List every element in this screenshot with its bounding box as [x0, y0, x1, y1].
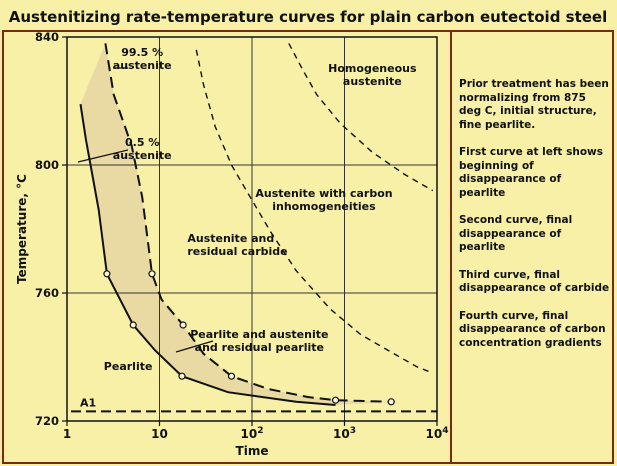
note-prior-treatment: Prior treatment has been normalizing fro… — [459, 78, 609, 131]
annotation-label: 0.5 % austenite — [113, 136, 172, 162]
note-fourth-curve: Fourth curve, final disappearance of car… — [459, 309, 606, 349]
annotation-label: Homogeneous austenite — [328, 62, 417, 88]
annotation-label: Pearlite — [104, 360, 153, 373]
data-point-marker — [148, 270, 156, 278]
y-tick-label: 720 — [35, 414, 59, 428]
x-axis-label: Time — [236, 444, 269, 458]
notes-panel: Prior treatment has been normalizing fro… — [459, 78, 611, 364]
leader-line-pearlite-austenite — [175, 340, 214, 353]
a1-label: A1 — [80, 396, 96, 409]
data-point-marker — [331, 396, 340, 404]
x-tick-label: 104 — [426, 426, 449, 441]
annotation-label: Pearlite and austenite and residual pearl… — [190, 328, 328, 354]
y-axis-label: Temperature, °C — [15, 174, 29, 284]
y-tick-label: 840 — [35, 30, 59, 44]
data-point-marker — [103, 270, 111, 278]
curve-4 — [288, 43, 434, 192]
note-second-curve: Second curve, final disappearance of pea… — [459, 214, 573, 253]
annotation-label: 99.5 % austenite — [113, 46, 172, 72]
annotation-label: Austenite and residual carbide — [187, 232, 287, 258]
y-tick-label: 760 — [35, 286, 59, 300]
chart-title: Austenitizing rate-temperature curves fo… — [9, 8, 608, 26]
data-point-marker — [129, 321, 137, 329]
curve-1 — [79, 104, 336, 406]
data-point-marker — [387, 398, 395, 406]
annotation-label: Austenite with carbon inhomogeneities — [255, 187, 392, 213]
y-tick-label: 800 — [35, 158, 59, 172]
note-first-curve: First curve at left shows beginning of d… — [459, 146, 603, 199]
x-tick-label: 103 — [333, 426, 356, 441]
data-point-marker — [178, 372, 186, 380]
leader-line-0-5-percent — [77, 149, 129, 163]
note-third-curve: Third curve, final disappearance of carb… — [459, 268, 610, 295]
data-point-marker — [179, 321, 187, 329]
x-tick-label: 1 — [63, 427, 71, 441]
transition-band — [80, 43, 392, 406]
outer-frame — [2, 30, 614, 464]
data-point-marker — [227, 372, 236, 380]
curve-3 — [195, 49, 434, 374]
x-tick-label: 10 — [151, 427, 168, 441]
x-tick-label: 102 — [241, 426, 264, 441]
